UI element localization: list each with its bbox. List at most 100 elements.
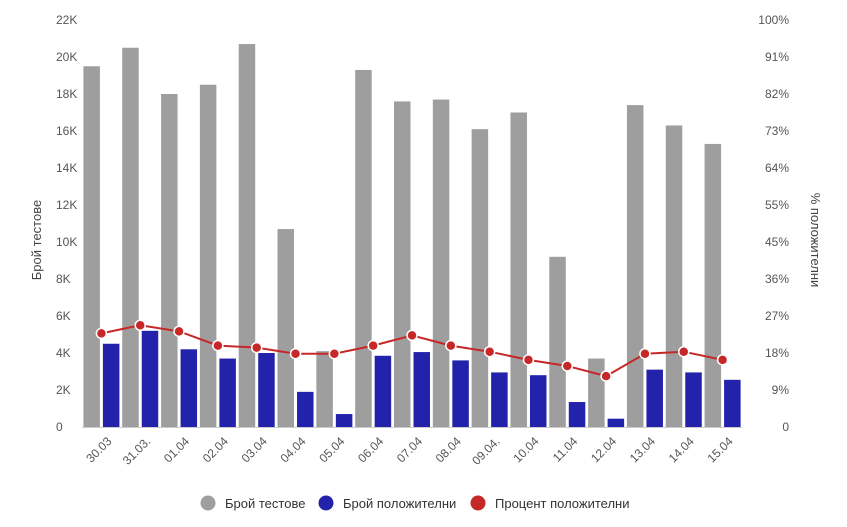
bar-tests	[626, 105, 644, 427]
x-tick-label: 12.04	[588, 434, 619, 465]
x-tick-label: 14.04	[666, 434, 697, 465]
x-tick-label: 05.04	[316, 434, 347, 465]
y-right-tick-label: 18%	[765, 346, 789, 360]
y-right-tick-label: 9%	[772, 383, 790, 397]
legend-label: Брой тестове	[225, 496, 305, 511]
y-right-axis-title: % положителни	[808, 193, 823, 288]
bar-tests	[122, 47, 139, 427]
y-right-axis: 0 9% 18% 27% 36% 45% 55% 64% 73% 82% 91% 100%	[758, 13, 789, 434]
bar-positives	[413, 352, 430, 427]
y-left-axis: 0 2K 4K 6K 8K 10K 12K 14K 16K 18K 20K 22K	[56, 13, 77, 434]
percent-point	[639, 347, 651, 360]
x-tick-label: 04.04	[277, 434, 308, 465]
x-tick-label: 10.04	[510, 434, 541, 465]
bar-tests	[510, 112, 527, 427]
y-right-tick-label: 55%	[765, 198, 789, 212]
bar-tests	[277, 229, 295, 427]
bar-tests	[704, 143, 722, 427]
legend-item-positives[interactable]: Брой положителни	[318, 495, 457, 512]
x-tick-label: 11.04	[550, 434, 581, 465]
bars	[83, 44, 741, 428]
percent-point	[561, 360, 574, 372]
percent-point	[95, 327, 108, 340]
x-tick-label: 02.04	[200, 434, 231, 465]
y-left-tick-label: 18K	[56, 87, 77, 101]
y-right-tick-label: 91%	[765, 50, 789, 64]
bar-tests	[161, 94, 178, 427]
y-left-axis-title: Брой тестове	[29, 200, 44, 280]
percent-point	[406, 329, 418, 342]
bar-positives	[568, 402, 586, 427]
percent-point	[483, 345, 496, 358]
bar-tests	[199, 84, 217, 427]
y-right-tick-label: 100%	[758, 13, 789, 27]
x-tick-label: 08.04	[433, 434, 464, 465]
legend-item-percent[interactable]: Процент положителни	[470, 495, 630, 512]
bar-tests	[471, 129, 489, 427]
y-left-tick-label: 12K	[56, 198, 77, 212]
y-left-tick-label: 22K	[56, 13, 77, 27]
bar-positives	[141, 330, 159, 427]
percent-point	[173, 325, 185, 338]
bar-positives	[374, 355, 392, 427]
legend-swatch	[318, 495, 334, 511]
x-tick-label: 03.04	[239, 434, 270, 465]
percent-point	[445, 339, 457, 352]
bar-positives	[646, 369, 663, 427]
x-tick-label: 31.03.	[120, 434, 153, 467]
legend-swatch	[470, 495, 486, 511]
bar-positives	[219, 358, 236, 427]
y-left-tick-label: 10K	[56, 235, 77, 249]
bar-tests	[432, 99, 450, 428]
y-right-tick-label: 27%	[765, 309, 789, 323]
y-left-tick-label: 16K	[56, 124, 77, 138]
percent-point	[522, 354, 535, 366]
percent-line	[95, 319, 729, 382]
x-tick-label: 30.03	[83, 434, 114, 465]
y-left-tick-label: 14K	[56, 161, 77, 175]
y-left-tick-label: 2K	[56, 383, 71, 397]
bar-tests	[238, 44, 256, 428]
percent-point	[212, 339, 224, 352]
percent-point	[678, 345, 690, 358]
percent-point	[289, 347, 302, 360]
y-left-tick-label: 6K	[56, 309, 71, 323]
bar-positives	[258, 353, 275, 427]
x-tick-label: 06.04	[355, 434, 386, 465]
percent-point	[250, 341, 263, 354]
x-tick-label: 07.04	[394, 434, 425, 465]
x-tick-label: 13.04	[627, 434, 658, 465]
y-left-tick-label: 4K	[56, 346, 71, 360]
y-right-tick-label: 64%	[765, 161, 789, 175]
bar-positives	[180, 349, 198, 427]
bar-tests	[83, 66, 100, 427]
percent-point	[716, 354, 729, 366]
percent-point	[367, 339, 379, 352]
legend-item-tests[interactable]: Брой тестове	[200, 495, 306, 512]
percent-point	[600, 370, 612, 382]
percent-point	[134, 319, 146, 331]
y-right-tick-label: 73%	[765, 124, 789, 138]
bar-tests	[355, 69, 372, 427]
bar-positives	[102, 343, 120, 427]
bar-positives	[724, 379, 741, 427]
bar-tests	[588, 358, 605, 427]
bar-positives	[452, 360, 469, 427]
y-left-tick-label: 8K	[56, 272, 71, 286]
bar-positives	[335, 414, 353, 427]
y-right-tick-label: 45%	[765, 235, 789, 249]
y-right-tick-label: 36%	[765, 272, 789, 286]
legend[interactable]: Брой тестове Брой положителни Процент поло…	[200, 495, 630, 512]
y-right-tick-label: 82%	[765, 87, 789, 101]
y-right-tick-label: 0	[782, 420, 789, 434]
bar-positives	[607, 418, 625, 427]
legend-swatch	[200, 495, 216, 511]
x-tick-label: 09.04.	[469, 434, 502, 467]
bar-tests	[549, 256, 566, 427]
legend-label: Брой положителни	[343, 496, 456, 511]
x-tick-label: 01.04	[161, 434, 192, 465]
percent-point	[328, 347, 341, 360]
legend-label: Процент положителни	[495, 496, 629, 511]
bar-positives	[297, 391, 314, 427]
